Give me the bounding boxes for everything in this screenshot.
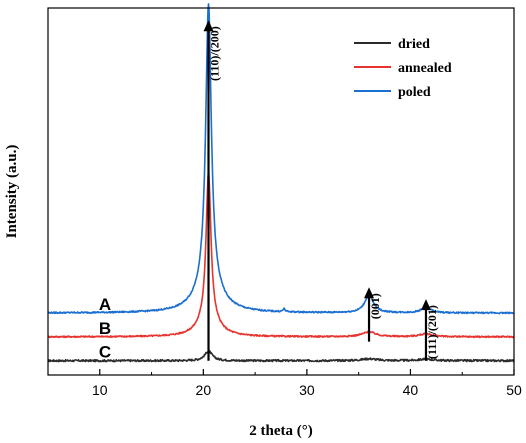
annotation-label: (111)/(201) xyxy=(425,305,439,359)
legend: dried annealed poled xyxy=(354,37,452,100)
legend-label-poled: poled xyxy=(398,85,431,100)
trace-label-A: A xyxy=(99,295,111,314)
x-axis-ticks: 10 20 30 40 50 xyxy=(47,369,522,398)
x-tick-label: 40 xyxy=(403,382,419,398)
y-axis-label: Intensity (a.u.) xyxy=(4,145,20,239)
annotation-label: (110)/(200) xyxy=(208,26,222,81)
trace-label-C: C xyxy=(99,343,111,362)
x-tick-label: 10 xyxy=(92,382,108,398)
annotation-arrowhead xyxy=(420,299,431,311)
legend-label-dried: dried xyxy=(398,37,430,52)
annotation-arrowhead xyxy=(364,287,375,299)
peak-annotations: (110)/(200) (001) (111)/(201) xyxy=(203,20,439,361)
x-tick-label: 30 xyxy=(299,382,315,398)
x-tick-label: 50 xyxy=(506,382,522,398)
annotation-label: (001) xyxy=(368,293,382,319)
annotation-arrowhead xyxy=(203,20,214,32)
series-traces xyxy=(47,3,515,363)
series-line-annealed xyxy=(47,171,515,339)
plot-frame xyxy=(47,7,515,376)
trace-label-B: B xyxy=(99,319,111,338)
x-axis-label: 2 theta (°) xyxy=(249,423,312,439)
series-line-dried xyxy=(47,350,515,363)
trace-labels: CBA xyxy=(99,295,111,362)
series-line-poled xyxy=(47,3,515,315)
x-tick-label: 20 xyxy=(196,382,212,398)
legend-label-annealed: annealed xyxy=(398,61,452,76)
